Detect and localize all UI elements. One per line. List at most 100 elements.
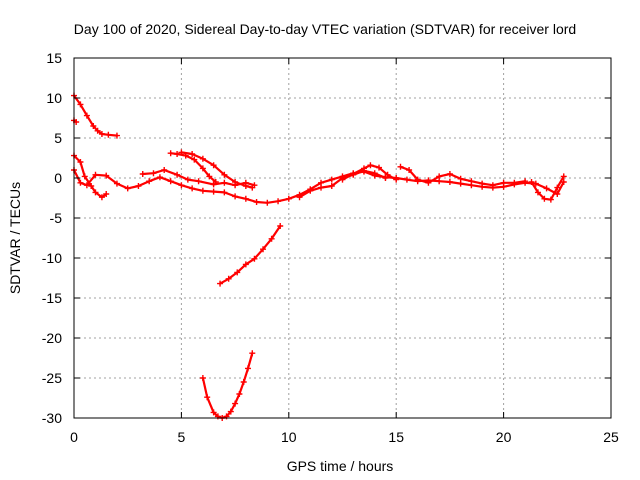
y-tick-label: 15: [46, 50, 62, 66]
data-point-marker: [446, 171, 453, 177]
series-line: [530, 175, 565, 201]
data-point-marker: [227, 408, 234, 415]
data-point-marker: [232, 400, 239, 407]
data-point-marker: [98, 131, 105, 137]
data-point-marker: [174, 151, 181, 157]
data-point-marker: [240, 379, 247, 385]
series-arc-8: [217, 223, 284, 287]
data-point-marker: [328, 183, 335, 189]
y-tick-label: -30: [42, 410, 62, 426]
y-tick-label: -10: [42, 250, 62, 266]
data-point-marker: [242, 195, 249, 202]
series-group: [71, 92, 567, 421]
data-point-marker: [318, 184, 325, 191]
data-point-marker: [406, 167, 413, 173]
data-point-marker: [253, 199, 260, 205]
data-point-marker: [204, 394, 211, 401]
data-point-marker: [249, 350, 256, 357]
y-axis-label: SDTVAR / TECUs: [7, 182, 23, 294]
data-point-marker: [105, 131, 112, 138]
data-point-marker: [414, 176, 421, 183]
data-point-marker: [210, 409, 217, 416]
data-point-marker: [210, 188, 217, 195]
data-point-marker: [195, 178, 202, 185]
plot-frame: [73, 57, 612, 419]
data-point-marker: [554, 184, 561, 191]
x-tick-label: 10: [281, 429, 297, 445]
tick-labels: 0 5 10 15 20 25 -30 -25 -20 -15 -10 -5 0 5 10 15: [42, 50, 619, 445]
data-point-marker: [113, 180, 120, 187]
y-tick-label: 5: [54, 130, 62, 146]
data-point-marker: [236, 391, 243, 397]
data-point-marker: [554, 191, 561, 197]
series-arc-9: [199, 350, 256, 421]
x-tick-label: 0: [70, 429, 78, 445]
data-point-marker: [479, 180, 486, 187]
data-point-marker: [189, 185, 196, 192]
data-point-marker: [489, 182, 496, 189]
data-point-marker: [94, 127, 101, 134]
data-point-marker: [103, 191, 110, 197]
series-line: [72, 168, 565, 204]
x-tick-label: 20: [496, 429, 512, 445]
data-point-marker: [328, 176, 335, 183]
data-point-marker: [77, 179, 84, 186]
data-point-marker: [212, 179, 219, 185]
data-point-marker: [221, 179, 228, 186]
data-point-marker: [234, 269, 241, 276]
data-point-marker: [277, 223, 284, 229]
data-point-marker: [371, 170, 378, 177]
data-point-marker: [150, 170, 157, 177]
data-point-marker: [113, 132, 120, 139]
series-line: [201, 352, 254, 420]
data-point-marker: [184, 176, 191, 183]
data-point-marker: [92, 189, 99, 196]
data-point-marker: [191, 156, 198, 163]
data-point-marker: [285, 195, 292, 202]
data-point-marker: [500, 179, 507, 186]
data-point-marker: [178, 149, 185, 156]
series-arc-12: [397, 163, 529, 189]
data-point-marker: [541, 195, 548, 202]
series-line: [219, 224, 282, 285]
data-point-marker: [382, 175, 389, 181]
data-point-marker: [199, 187, 206, 194]
data-point-marker: [296, 194, 303, 201]
data-point-marker: [249, 184, 256, 191]
y-tick-label: -20: [42, 330, 62, 346]
axis-ticks: [73, 57, 612, 419]
y-tick-label: 0: [54, 170, 62, 186]
data-point-marker: [339, 176, 346, 183]
data-point-marker: [242, 183, 249, 189]
data-point-marker: [217, 280, 224, 287]
data-point-marker: [511, 179, 518, 186]
data-point-marker: [88, 183, 95, 189]
data-point-marker: [446, 179, 453, 185]
data-point-marker: [83, 112, 90, 119]
data-point-marker: [376, 164, 383, 171]
data-point-marker: [384, 171, 391, 178]
data-point-marker: [251, 255, 258, 262]
data-point-marker: [275, 198, 282, 205]
series-arc-6: [167, 150, 219, 185]
data-point-marker: [103, 172, 110, 179]
data-point-marker: [81, 173, 88, 180]
y-tick-label: -5: [50, 210, 63, 226]
data-point-marker: [436, 173, 443, 180]
data-point-marker: [83, 182, 90, 189]
data-point-marker: [178, 182, 185, 189]
data-point-marker: [425, 179, 432, 186]
data-point-marker: [242, 261, 249, 268]
data-point-marker: [457, 175, 464, 182]
data-point-marker: [199, 165, 206, 172]
data-point-marker: [221, 189, 228, 196]
data-point-marker: [268, 235, 275, 242]
data-point-marker: [403, 176, 410, 183]
data-point-marker: [206, 173, 213, 180]
data-point-marker: [92, 171, 99, 178]
data-point-marker: [360, 165, 367, 172]
data-point-marker: [532, 180, 539, 187]
data-point-marker: [156, 174, 163, 181]
data-point-marker: [161, 167, 168, 173]
